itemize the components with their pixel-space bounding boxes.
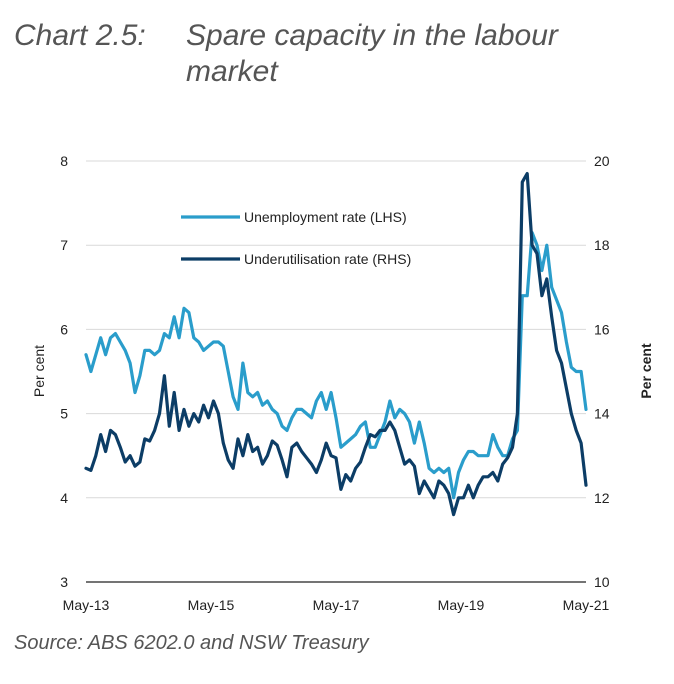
x-tick-label: May-19 — [438, 597, 485, 613]
y-left-tick-label: 6 — [60, 321, 68, 337]
source-note: Source: ABS 6202.0 and NSW Treasury — [14, 632, 369, 654]
x-tick-label: May-13 — [63, 597, 110, 613]
legend-label: Underutilisation rate (RHS) — [244, 251, 411, 267]
y-right-tick-label: 20 — [594, 153, 610, 169]
y-left-tick-label: 3 — [60, 574, 68, 590]
x-tick-label: May-15 — [188, 597, 235, 613]
chart-title-text: Spare capacity in the labour market — [186, 19, 558, 88]
y-left-tick-label: 7 — [60, 237, 68, 253]
legend-label: Unemployment rate (LHS) — [244, 209, 407, 225]
y-left-tick-label: 8 — [60, 153, 68, 169]
x-tick-label: May-17 — [313, 597, 360, 613]
y-left-tick-label: 4 — [60, 490, 68, 506]
y-right-axis-title: Per cent — [638, 343, 654, 399]
y-left-tick-label: 5 — [60, 406, 68, 422]
x-tick-label: May-21 — [563, 597, 610, 613]
y-right-tick-label: 12 — [594, 490, 610, 506]
underutilisation-rate-line — [84, 172, 588, 517]
y-right-tick-label: 16 — [594, 321, 610, 337]
y-right-tick-label: 18 — [594, 237, 610, 253]
y-right-tick-label: 14 — [594, 406, 610, 422]
y-right-tick-label: 10 — [594, 574, 610, 590]
line-chart: 3 4 5 6 7 8 10 12 14 16 18 20 May-13 May-15 May-17 May-… — [31, 153, 654, 613]
unemployment-rate-line — [84, 231, 588, 500]
chart-number: Chart 2.5: — [14, 19, 146, 52]
y-left-axis-title: Per cent — [31, 345, 47, 397]
